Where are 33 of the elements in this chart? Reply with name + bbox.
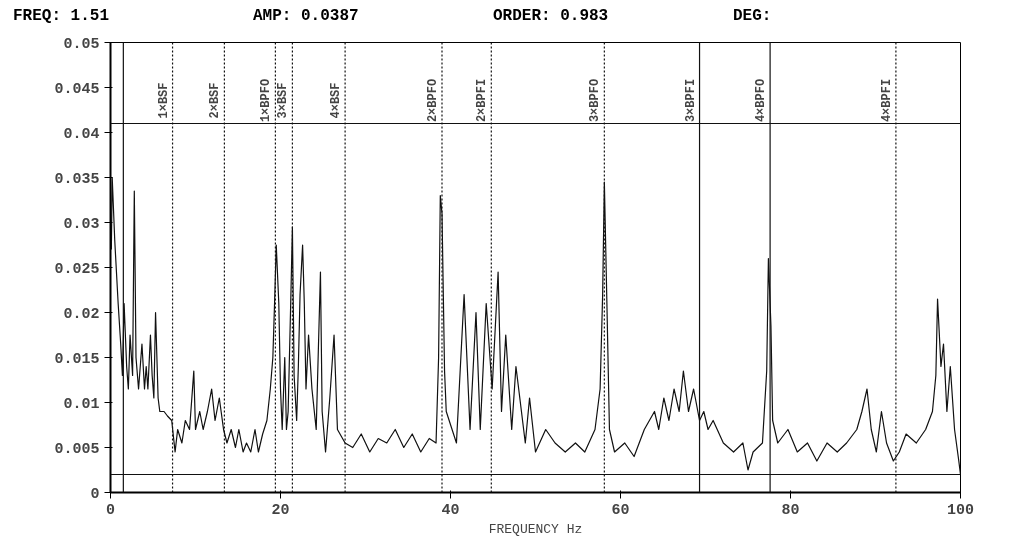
text: FREQ: 1.51 <box>13 6 110 27</box>
y-tick-label: 0.03 <box>63 215 100 233</box>
y-tick-label: 0.005 <box>54 440 100 458</box>
ref-line-label: 4×BPFO <box>754 78 769 123</box>
x-tick-label: 40 <box>441 501 460 519</box>
x-tick-label: 20 <box>271 501 290 519</box>
y-tick-label: 0.025 <box>54 260 100 278</box>
x-axis-title: FREQUENCY Hz <box>488 521 583 537</box>
ref-line-label: 2×BPFO <box>426 78 440 123</box>
y-tick-label: 0.01 <box>63 395 100 413</box>
y-tick-label: 0.035 <box>54 170 100 188</box>
y-tick-label: 0.04 <box>63 125 100 143</box>
ref-line-label: 4×BPFI <box>879 78 894 123</box>
ref-line-label: 1×BSF <box>156 82 171 119</box>
text: ORDER: 0.983 <box>493 6 609 27</box>
ref-line-label: 3×BPFO <box>588 78 603 123</box>
y-tick-label: 0.045 <box>54 80 100 98</box>
ref-line-label: 4×BSF <box>329 82 344 119</box>
x-tick-label: 100 <box>947 501 975 519</box>
text: DEG: <box>733 6 772 27</box>
ref-line-label: 3×BPFI <box>683 78 698 123</box>
x-tick-label: 80 <box>781 501 800 519</box>
y-tick-label: 0.02 <box>63 305 100 323</box>
y-tick-label: 0.05 <box>63 35 100 53</box>
ref-line-label: 1×BPFO <box>259 78 274 123</box>
y-tick-label: 0 <box>90 485 100 503</box>
ref-line-label: 2×BSF <box>208 82 223 119</box>
ref-line-label: 2×BPFI <box>475 78 490 123</box>
ref-line-label: 3×BSF <box>276 82 291 119</box>
x-tick-label: 60 <box>611 501 630 519</box>
text: AMP: 0.0387 <box>253 6 359 27</box>
y-tick-label: 0.015 <box>54 350 100 368</box>
x-tick-label: 0 <box>106 501 116 519</box>
